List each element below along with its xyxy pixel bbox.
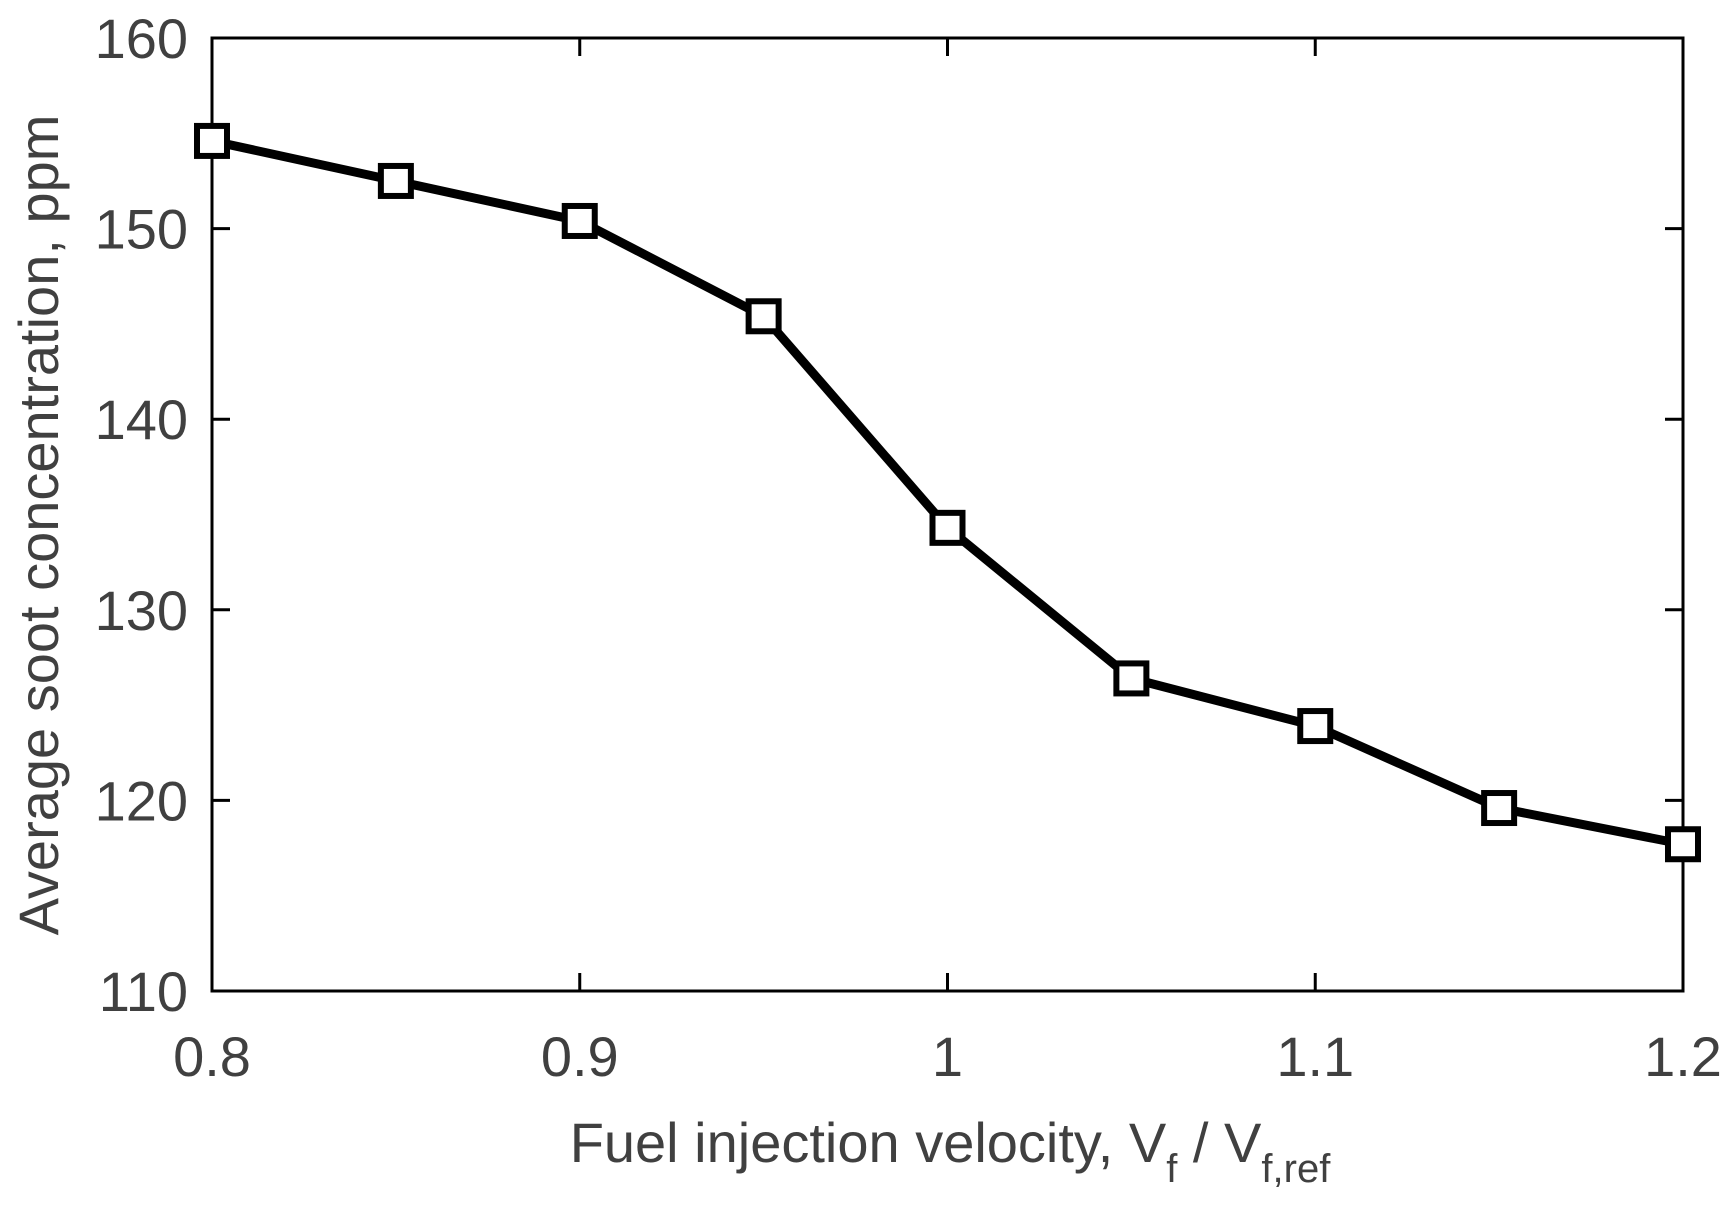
x-axis-label: Fuel injection velocity, Vf / Vf,ref bbox=[570, 1111, 1332, 1191]
x-axis-label-sub2: f,ref bbox=[1261, 1147, 1331, 1191]
data-point-marker bbox=[1113, 660, 1150, 697]
data-point-marker bbox=[1481, 790, 1518, 827]
y-tick-label: 110 bbox=[99, 960, 188, 1023]
x-axis-label-sub1: f bbox=[1166, 1147, 1178, 1191]
data-point-marker bbox=[1297, 708, 1334, 745]
series-line bbox=[211, 136, 1684, 849]
data-point-marker bbox=[561, 202, 598, 239]
x-tick-label: 1.1 bbox=[1276, 1025, 1354, 1088]
x-tick-label: 1.2 bbox=[1644, 1025, 1722, 1088]
data-point-marker bbox=[194, 122, 230, 159]
x-axis-label-slash: / V bbox=[1177, 1111, 1262, 1174]
data-point-marker bbox=[745, 298, 782, 335]
ticks: 0.8 0.9 1 1.1 1.2 110 120 130 140 150 160 bbox=[95, 7, 1722, 1088]
x-tick-label: 0.9 bbox=[541, 1025, 619, 1088]
y-tick-label: 140 bbox=[95, 388, 188, 451]
data-point-marker bbox=[929, 509, 966, 546]
y-tick-label: 130 bbox=[95, 579, 188, 642]
x-axis-label-main: Fuel injection velocity, V bbox=[570, 1111, 1167, 1174]
labels: Average soot concentration, ppm Fuel inj… bbox=[7, 115, 1331, 1191]
data-point-marker bbox=[377, 162, 414, 199]
data-point-marker bbox=[1665, 826, 1701, 863]
y-tick-label: 160 bbox=[95, 7, 188, 70]
x-tick-label: 0.8 bbox=[173, 1025, 251, 1088]
y-axis-label: Average soot concentration, ppm bbox=[7, 115, 70, 936]
series bbox=[194, 122, 1701, 863]
y-tick-label: 120 bbox=[95, 769, 188, 832]
x-tick-label: 1 bbox=[932, 1025, 963, 1088]
y-tick-label: 150 bbox=[95, 198, 188, 261]
